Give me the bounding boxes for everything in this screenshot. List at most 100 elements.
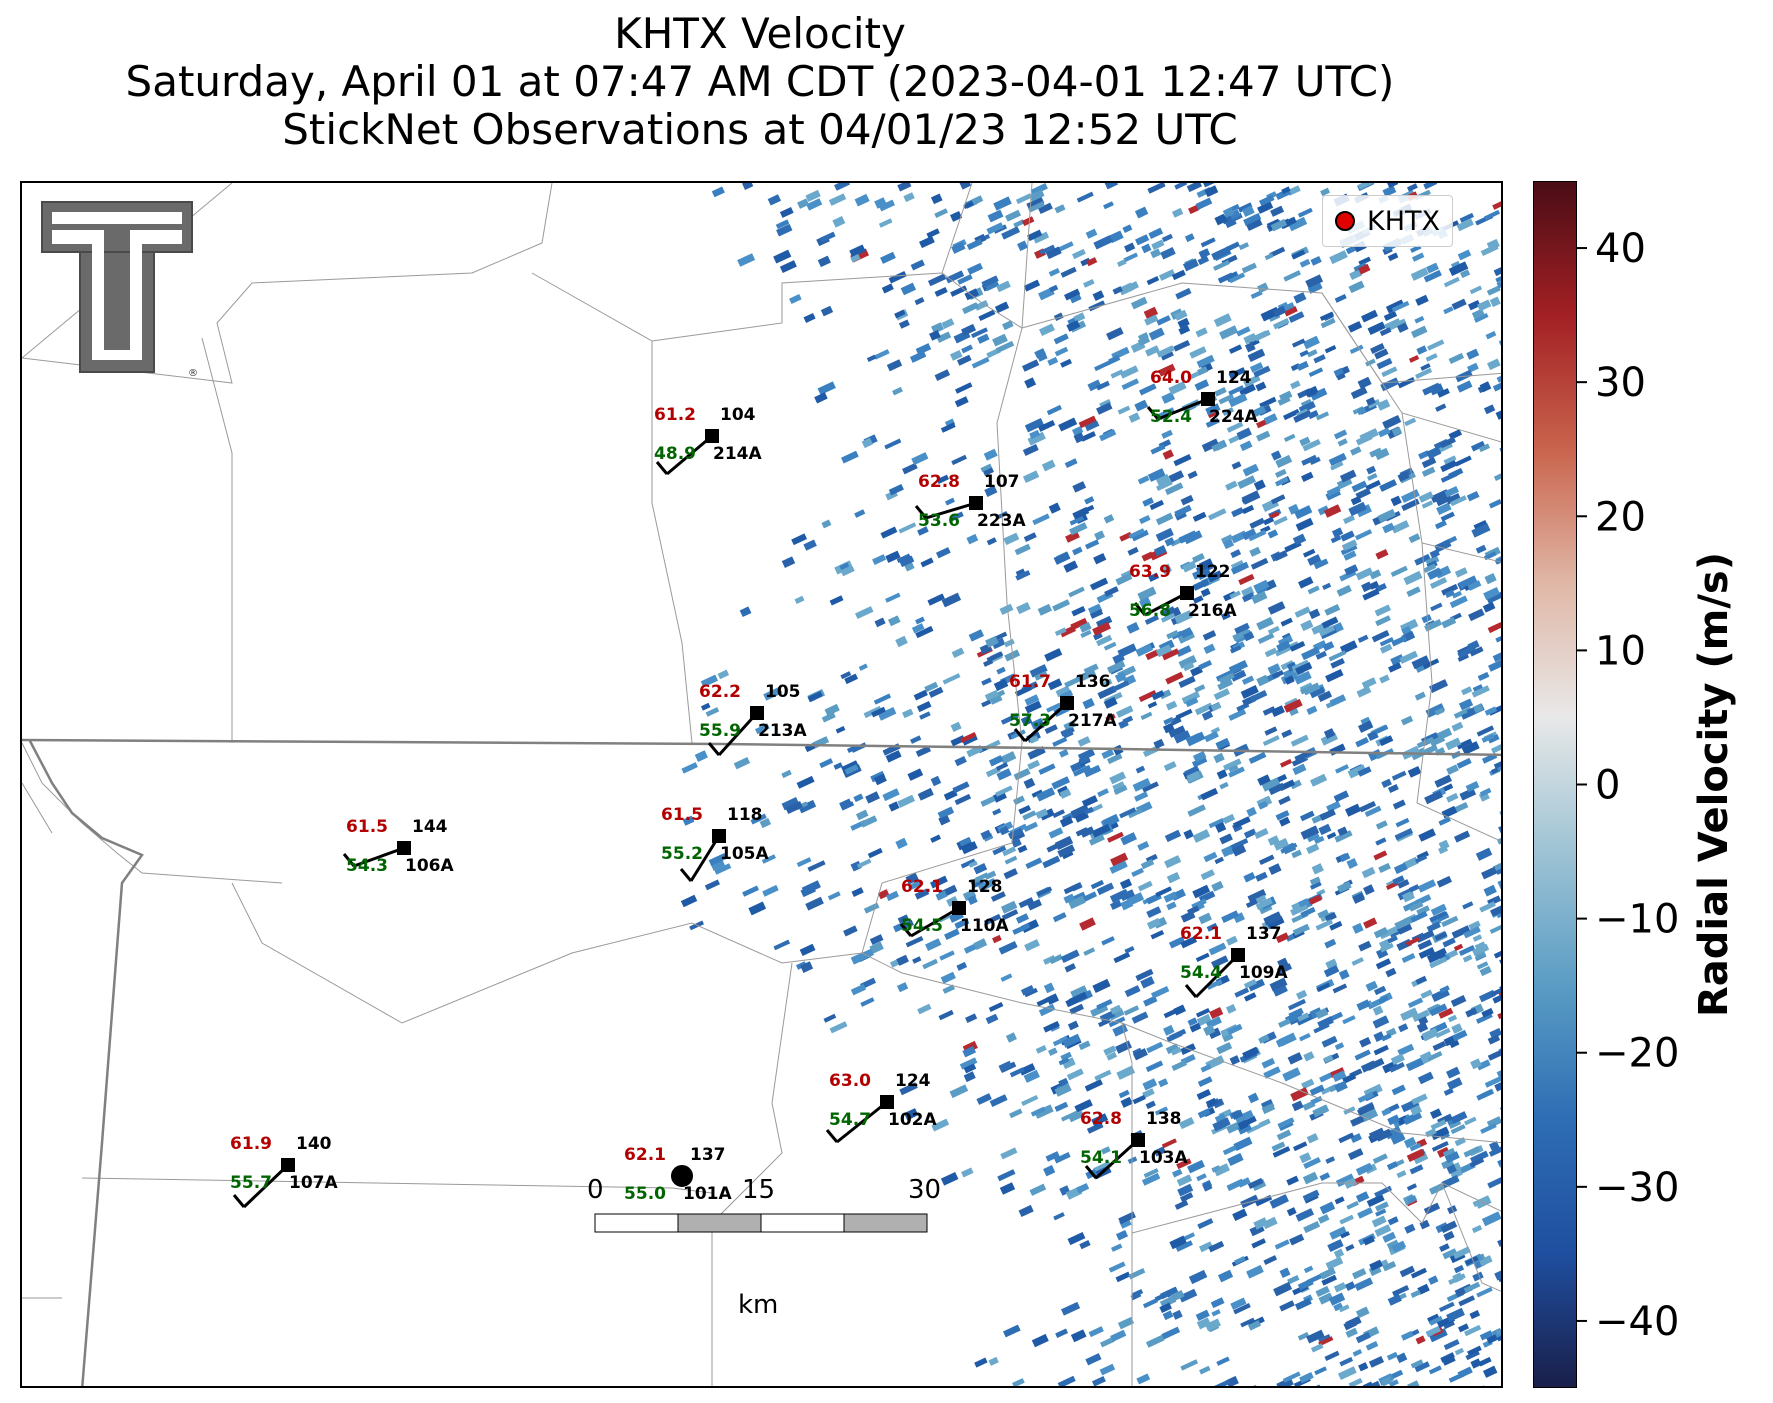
station-dewpoint: 54.3 (346, 856, 388, 876)
scalebar-unit: km (738, 1290, 779, 1320)
station-dewpoint: 55.0 (624, 1184, 666, 1204)
station-marker-icon (712, 829, 726, 843)
station-id: 109A (1239, 963, 1288, 983)
station-105A[interactable]: 61.5 118 55.2 105A (661, 805, 769, 882)
station-dewpoint: 55.7 (230, 1173, 272, 1193)
wind-barb-icon (836, 1100, 888, 1144)
scalebar-label-15: 15 (742, 1175, 776, 1205)
station-217A[interactable]: 61.7 136 57.3 217A (1009, 672, 1117, 743)
wind-barb-icon (666, 434, 713, 476)
wind-barb-icon (353, 846, 405, 868)
wind-barb-flag-icon (342, 853, 356, 867)
station-pressure: 128 (967, 877, 1003, 897)
station-temperature: 62.8 (1080, 1109, 1122, 1129)
station-marker-icon (750, 706, 764, 720)
station-106A[interactable]: 61.5 144 54.3 106A (342, 817, 454, 876)
station-id: 107A (289, 1173, 338, 1193)
station-id: 106A (405, 856, 454, 876)
station-temperature: 62.1 (624, 1145, 666, 1165)
station-marker-icon (397, 841, 411, 855)
wind-barb-flag-icon (1133, 602, 1147, 616)
station-id: 213A (758, 721, 807, 741)
station-temperature: 63.0 (829, 1071, 871, 1091)
wind-barb-flag-icon (899, 923, 913, 937)
station-temperature: 61.5 (661, 805, 703, 825)
station-temperature: 64.0 (1150, 368, 1192, 388)
station-109A[interactable]: 62.1 137 54.4 109A (1180, 924, 1288, 999)
station-marker-icon (880, 1095, 894, 1109)
colorbar-tick-label: 0 (1595, 763, 1620, 809)
station-id: 101A (683, 1184, 732, 1204)
station-dewpoint: 55.2 (661, 844, 703, 864)
wind-barb-icon (925, 501, 977, 520)
map-panel[interactable]: 61.2 104 48.9 214A 62.8 107 53.6 223A 64.0 124 52.… (20, 181, 1503, 1388)
station-dewpoint: 55.9 (699, 721, 741, 741)
station-110A[interactable]: 62.1 128 54.5 110A (899, 877, 1009, 938)
station-marker-icon (1201, 392, 1215, 406)
colorbar-tick-label: −10 (1595, 897, 1679, 943)
station-marker-icon (705, 429, 719, 443)
title-obs: StickNet Observations at 04/01/23 12:52 … (282, 105, 1238, 154)
station-temperature: 62.1 (1180, 924, 1222, 944)
station-dewpoint: 56.8 (1129, 601, 1171, 621)
station-id: 217A (1068, 711, 1117, 731)
station-pressure: 137 (690, 1145, 726, 1165)
colorbar-tick-label: 10 (1595, 628, 1646, 674)
station-pressure: 124 (1216, 368, 1252, 388)
radar-site-marker-icon (1335, 211, 1355, 231)
station-temperature: 62.2 (699, 682, 741, 702)
station-101A[interactable]: 62.1 137 55.0 101A (624, 1145, 732, 1204)
station-id: 223A (977, 511, 1026, 531)
scalebar (594, 1213, 928, 1233)
station-103A[interactable]: 62.8 138 54.1 103A (1080, 1109, 1188, 1180)
station-213A[interactable]: 62.2 105 55.9 213A (699, 682, 807, 757)
station-pressure: 138 (1146, 1109, 1182, 1129)
scalebar-label-0: 0 (587, 1175, 604, 1205)
legend: KHTX (1322, 195, 1453, 247)
station-id: 103A (1139, 1148, 1188, 1168)
station-223A[interactable]: 62.8 107 53.6 223A (914, 472, 1026, 531)
station-dewpoint: 53.6 (918, 511, 960, 531)
station-temperature: 61.5 (346, 817, 388, 837)
station-107A[interactable]: 61.9 140 55.7 107A (230, 1134, 338, 1209)
colorbar-tick-label: −30 (1595, 1165, 1679, 1211)
stations-layer: 61.2 104 48.9 214A 62.8 107 53.6 223A 64.0 124 52.… (230, 368, 1288, 1209)
station-dewpoint: 54.1 (1080, 1148, 1122, 1168)
station-pressure: 140 (296, 1134, 332, 1154)
colorbar-tick-label: 20 (1595, 494, 1646, 540)
wind-barb-flag-icon (1146, 406, 1160, 420)
station-pressure: 144 (412, 817, 448, 837)
station-pressure: 107 (984, 472, 1020, 492)
title-time: Saturday, April 01 at 07:47 AM CDT (2023… (125, 57, 1395, 106)
station-102A[interactable]: 63.0 124 54.7 102A (825, 1071, 937, 1144)
wind-barb-flag-icon (707, 742, 721, 756)
texas-tech-double-t-logo: ® (41, 201, 198, 379)
station-224A[interactable]: 64.0 124 52.4 224A (1146, 368, 1258, 427)
wind-barb-flag-icon (232, 1194, 246, 1208)
colorbar-tick-label: 40 (1595, 226, 1646, 272)
title-radar: KHTX Velocity (614, 9, 906, 58)
station-marker-icon (1231, 948, 1245, 962)
calm-wind-icon (671, 1165, 693, 1187)
station-marker-icon (952, 901, 966, 915)
station-pressure: 136 (1075, 672, 1111, 692)
station-temperature: 61.9 (230, 1134, 272, 1154)
colorbar (1533, 181, 1577, 1388)
state-boundaries (22, 738, 1501, 1386)
station-temperature: 62.1 (901, 877, 943, 897)
station-dewpoint: 52.4 (1150, 407, 1192, 427)
station-id: 224A (1209, 407, 1258, 427)
station-marker-icon (969, 496, 983, 510)
station-214A[interactable]: 61.2 104 48.9 214A (654, 405, 762, 476)
wind-barb-icon (910, 906, 960, 938)
station-pressure: 137 (1246, 924, 1282, 944)
title-block: KHTX Velocity Saturday, April 01 at 07:4… (0, 10, 1520, 154)
station-id: 216A (1188, 601, 1237, 621)
station-id: 110A (960, 916, 1009, 936)
station-id: 214A (713, 444, 762, 464)
station-pressure: 118 (727, 805, 763, 825)
station-marker-icon (281, 1158, 295, 1172)
station-dewpoint: 48.9 (654, 444, 696, 464)
station-216A[interactable]: 63.9 122 56.8 216A (1129, 562, 1237, 621)
radar-velocity-field (680, 183, 1501, 1386)
